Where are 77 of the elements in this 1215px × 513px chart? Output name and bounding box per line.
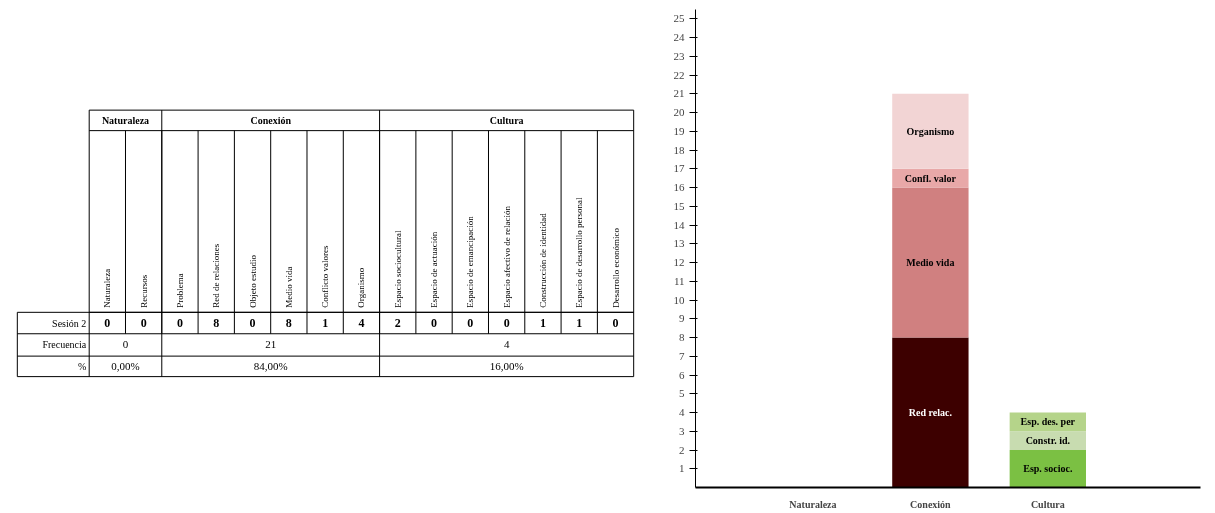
category-label: Construcción de identidad	[537, 212, 548, 308]
text: Naturaleza	[101, 114, 150, 126]
y-tick-label: 24	[673, 31, 685, 44]
category-label: Espacio afectivo de relación	[501, 205, 512, 308]
x-tick-label: Naturaleza	[789, 498, 837, 510]
series-label: Esp. socioc.	[1023, 463, 1073, 475]
category-label: Espacio sociocultural	[392, 229, 403, 308]
y-tick-label: 25	[673, 12, 685, 25]
data-label: 0	[104, 316, 111, 331]
category-label: Objeto estudio	[247, 254, 258, 308]
data-label: 0	[176, 316, 183, 331]
y-tick-label: 16	[673, 181, 685, 194]
series-label: Esp. des. per	[1020, 416, 1076, 428]
data-label: 1	[322, 316, 329, 331]
y-tick-label: 23	[673, 49, 685, 62]
y-tick-label: 8	[679, 331, 685, 344]
category-label: Naturaleza	[102, 268, 113, 308]
text: Frecuencia	[42, 339, 87, 351]
category-label: Medio vida	[283, 266, 294, 308]
y-tick-label: 14	[673, 218, 685, 231]
data-label: 2	[394, 316, 401, 331]
y-tick-label: 3	[679, 424, 685, 437]
series-label: Confl. valor	[904, 172, 957, 184]
y-tick-label: 4	[679, 406, 685, 419]
y-tick-label: 13	[673, 237, 685, 250]
text: Conexión	[250, 114, 292, 126]
data-label: 8	[285, 316, 292, 331]
data-label: 0	[249, 316, 256, 331]
data-label: 0	[612, 316, 619, 331]
category-label: Conflicto valores	[320, 244, 331, 308]
text: 84,00%	[253, 360, 288, 373]
data-label: 0	[140, 316, 147, 331]
text: 0,00%	[111, 360, 140, 373]
y-tick-label: 10	[673, 293, 685, 306]
series-label: Organismo	[906, 125, 955, 137]
y-tick-label: 6	[679, 368, 685, 381]
data-label: 1	[576, 316, 583, 331]
text: 0	[122, 338, 129, 351]
y-tick-label: 11	[673, 274, 685, 287]
x-tick-label: Cultura	[1030, 498, 1065, 510]
category-label: Problema	[174, 273, 185, 308]
y-tick-label: 7	[679, 349, 685, 362]
y-tick-label: 15	[673, 199, 685, 212]
y-tick-label: 9	[679, 312, 685, 325]
data-label: 8	[213, 316, 220, 331]
y-tick-label: 18	[673, 143, 685, 156]
text: Cultura	[489, 114, 524, 126]
data-label: 0	[431, 316, 438, 331]
y-tick-label: 5	[679, 387, 685, 400]
y-tick-label: 1	[679, 462, 685, 475]
category-label: Organismo	[356, 267, 367, 308]
y-tick-label: 2	[679, 443, 685, 456]
text: 4	[503, 338, 510, 351]
category-label: Espacio de emancipación	[465, 215, 476, 308]
text: 16,00%	[489, 360, 524, 373]
y-tick-label: 21	[673, 87, 685, 100]
text: 21	[265, 338, 277, 351]
text: Sesión 2	[52, 317, 87, 329]
text: %	[77, 360, 87, 372]
category-label: Recursos	[138, 274, 149, 308]
series-label: Medio vida	[906, 257, 955, 269]
data-label: 4	[358, 316, 365, 331]
category-label: Espacio de actuación	[429, 231, 440, 308]
data-label: 1	[539, 316, 546, 331]
data-label: 0	[503, 316, 510, 331]
y-tick-label: 20	[673, 106, 685, 119]
series-label: Red relac.	[908, 407, 953, 419]
data-label: 0	[467, 316, 474, 331]
y-tick-label: 17	[673, 162, 685, 175]
y-tick-label: 12	[673, 256, 685, 269]
category-label: Red de relaciones	[211, 243, 222, 308]
y-tick-label: 19	[673, 124, 685, 137]
category-label: Desarrollo económico	[610, 227, 621, 308]
category-label: Espacio de desarrollo personal	[574, 196, 585, 308]
series-label: Constr. id.	[1025, 435, 1071, 447]
x-tick-label: Conexión	[910, 498, 952, 510]
y-tick-label: 22	[673, 68, 685, 81]
